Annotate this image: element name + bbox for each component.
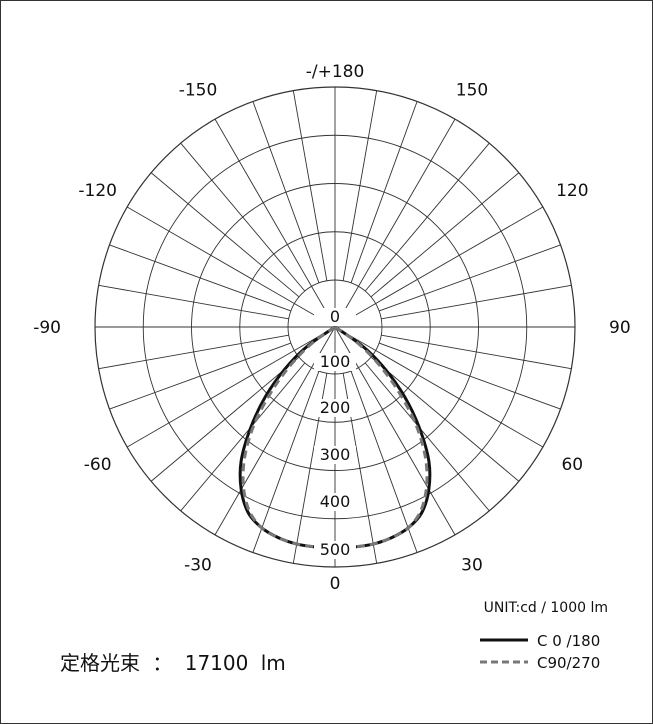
grid-spoke [334,326,544,448]
angle-label: 90 [609,318,631,338]
grid-spoke [342,90,378,281]
grid-spoke [350,101,418,283]
angle-label: 60 [561,455,583,475]
rated-flux: 定格光束 ： 17100 lm [60,651,286,675]
radial-label-bg [314,353,356,371]
grid-spoke [180,362,306,512]
grid-spoke [364,142,490,292]
radial-label-bg [314,399,356,417]
grid-spoke [370,172,520,298]
rated-flux-unit: lm [261,651,286,675]
radial-tick-label: 200 [320,398,351,417]
grid-spoke [381,284,572,320]
angle-label: -60 [84,455,112,475]
grid-spoke [364,362,490,512]
grid-spoke [252,371,320,553]
grid-spoke [98,334,289,370]
angle-label: 120 [556,181,588,201]
radial-labels: 0 100 200 300 400 500 [314,307,356,559]
grid-spoke [150,172,300,298]
grid-spoke [334,118,456,328]
angle-label: -30 [184,555,212,575]
grid-spoke [334,206,544,328]
angle-label: -90 [33,318,61,338]
radial-tick-label: 400 [320,492,351,511]
unit-label: UNIT:cd / 1000 lm [484,600,608,616]
grid-spoke [180,142,306,292]
radial-tick-label: 300 [320,445,351,464]
rated-flux-separator: ： [152,651,172,675]
angle-label: 0 [330,574,341,594]
grid-spoke [109,244,291,312]
rated-flux-value: 17100 [185,651,249,675]
grid-spoke [109,342,291,410]
radial-label-bg [314,541,356,559]
grid-spoke [252,101,320,283]
grid-spoke [292,90,328,281]
angle-label: -150 [179,81,218,101]
grid-spoke [381,334,572,370]
angle-label: 30 [461,555,483,575]
legend-label-c90-270: C90/270 [537,654,600,672]
angle-label: -/+180 [306,62,365,82]
radial-tick-label: 0 [330,307,340,326]
grid-spoke [98,284,289,320]
radial-label-bg [314,493,356,511]
radial-label-bg [314,446,356,464]
grid-spoke [126,206,336,328]
radial-tick-label: 100 [320,352,351,371]
angle-label: 150 [456,81,488,101]
grid-spoke [350,371,418,553]
grid-spoke [370,356,520,482]
radial-tick-label: 500 [320,540,351,559]
rated-flux-label: 定格光束 [60,651,140,675]
grid-spoke [150,356,300,482]
legend-label-c0-180: C 0 /180 [537,632,600,650]
grid-spoke [379,342,561,410]
grid-spoke [214,118,336,328]
legend: C 0 /180 C90/270 [480,632,600,672]
radial-label-bg [314,308,356,326]
angle-label: -120 [78,181,117,201]
grid-spoke [126,326,336,448]
grid-spoke [379,244,561,312]
angle-labels: -/+180-150 150-120 120-90 90-60 60-30 300 [33,62,630,594]
